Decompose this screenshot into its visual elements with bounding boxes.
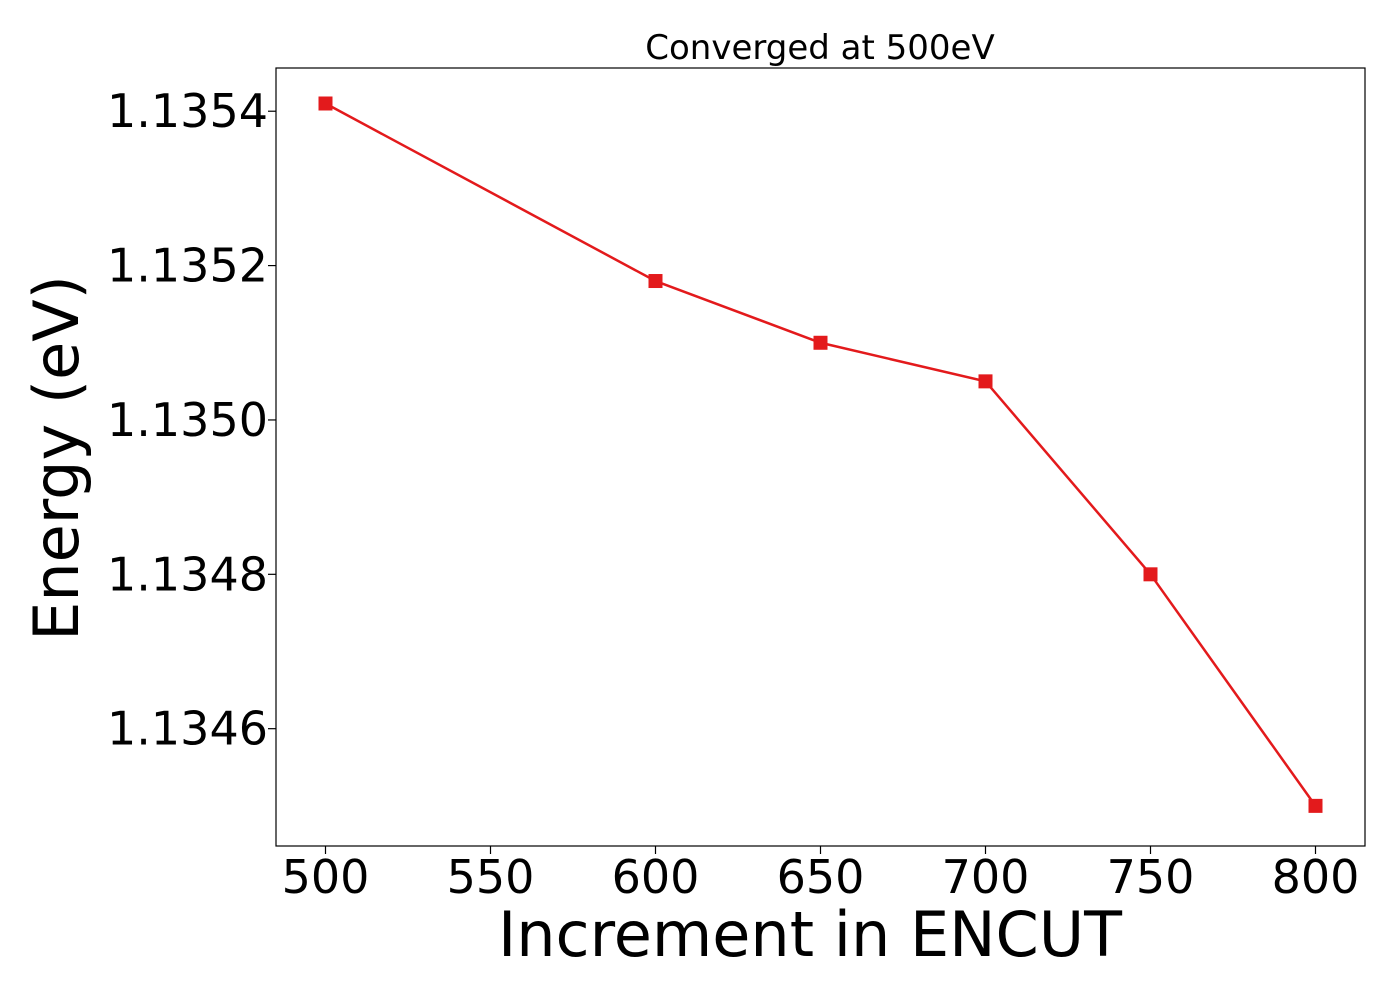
data-point-marker bbox=[1308, 798, 1323, 813]
plot-area-frame bbox=[275, 67, 1366, 847]
y-axis-ticks: 1.1346 1.1348 1.1350 1.1352 1.1354 bbox=[107, 84, 276, 756]
chart-title: Converged at 500eV bbox=[645, 28, 994, 68]
series-layer bbox=[318, 96, 1323, 813]
data-point-marker bbox=[813, 335, 828, 350]
y-tick-label: 1.1348 bbox=[107, 547, 268, 601]
y-tick-label: 1.1350 bbox=[107, 393, 268, 447]
x-axis-label: Increment in ENCUT bbox=[498, 898, 1123, 971]
series-line bbox=[324, 102, 1317, 807]
data-point-marker bbox=[648, 274, 663, 289]
y-axis-label: Energy (eV) bbox=[20, 275, 93, 641]
x-tick-label: 500 bbox=[282, 850, 370, 904]
data-point-marker bbox=[318, 96, 333, 111]
x-tick-label: 550 bbox=[447, 850, 535, 904]
data-point-marker bbox=[978, 374, 993, 389]
y-tick-label: 1.1346 bbox=[107, 702, 268, 756]
y-tick-label: 1.1354 bbox=[107, 84, 268, 138]
x-tick-label: 600 bbox=[612, 850, 700, 904]
data-point-marker bbox=[1143, 567, 1158, 582]
x-tick-label: 800 bbox=[1272, 850, 1360, 904]
x-tick-label: 750 bbox=[1107, 850, 1195, 904]
x-tick-label: 650 bbox=[777, 850, 865, 904]
x-axis-ticks: 500 550 600 650 700 750 800 bbox=[282, 846, 1360, 904]
y-tick-label: 1.1352 bbox=[107, 239, 268, 293]
x-tick-label: 700 bbox=[942, 850, 1030, 904]
